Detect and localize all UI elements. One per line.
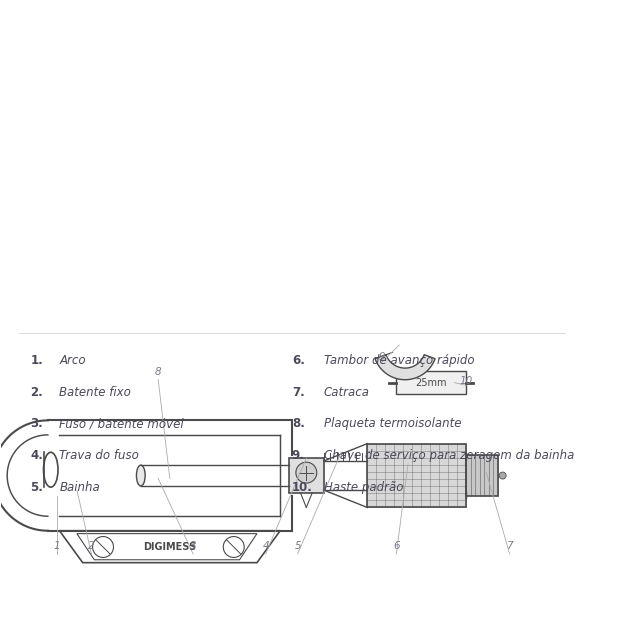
FancyBboxPatch shape <box>466 455 498 496</box>
Text: Arco: Arco <box>60 353 86 366</box>
Text: 7: 7 <box>507 541 513 551</box>
Text: DIGIMESS: DIGIMESS <box>143 542 197 552</box>
Text: Chave de serviço para zeragem da bainha: Chave de serviço para zeragem da bainha <box>324 450 574 463</box>
Polygon shape <box>375 355 435 379</box>
Text: 25mm: 25mm <box>415 378 447 388</box>
Text: 6.: 6. <box>292 353 304 366</box>
Text: Batente fixo: Batente fixo <box>60 386 131 399</box>
Text: Fuso / batente móvel: Fuso / batente móvel <box>60 417 184 430</box>
Text: 5: 5 <box>294 541 301 551</box>
Text: Tambor de avanço rápido: Tambor de avanço rápido <box>324 353 474 366</box>
Text: 9.: 9. <box>292 450 304 463</box>
Text: 4.: 4. <box>30 450 43 463</box>
FancyBboxPatch shape <box>367 443 466 508</box>
Text: Trava do fuso: Trava do fuso <box>60 450 140 463</box>
Text: Bainha: Bainha <box>60 481 100 494</box>
Text: 8.: 8. <box>292 417 304 430</box>
Text: 8: 8 <box>155 367 162 377</box>
FancyBboxPatch shape <box>396 371 466 394</box>
FancyBboxPatch shape <box>289 458 324 493</box>
Text: Haste padrão: Haste padrão <box>324 481 403 494</box>
Text: 5.: 5. <box>30 481 43 494</box>
Text: 3.: 3. <box>30 417 43 430</box>
Text: 4: 4 <box>262 541 269 551</box>
Ellipse shape <box>136 465 145 486</box>
Text: 10: 10 <box>459 376 472 386</box>
Text: 9: 9 <box>379 352 385 362</box>
Text: 3: 3 <box>190 541 197 551</box>
Text: 1: 1 <box>53 541 60 551</box>
Text: 6: 6 <box>393 541 400 551</box>
Text: 2.: 2. <box>30 386 43 399</box>
Text: 1.: 1. <box>30 353 43 366</box>
Text: 2: 2 <box>88 541 95 551</box>
Text: Catraca: Catraca <box>324 386 370 399</box>
Text: 10.: 10. <box>292 481 312 494</box>
Circle shape <box>499 472 506 479</box>
Circle shape <box>296 462 317 483</box>
Text: 7.: 7. <box>292 386 304 399</box>
Text: Plaqueta termoisolante: Plaqueta termoisolante <box>324 417 461 430</box>
